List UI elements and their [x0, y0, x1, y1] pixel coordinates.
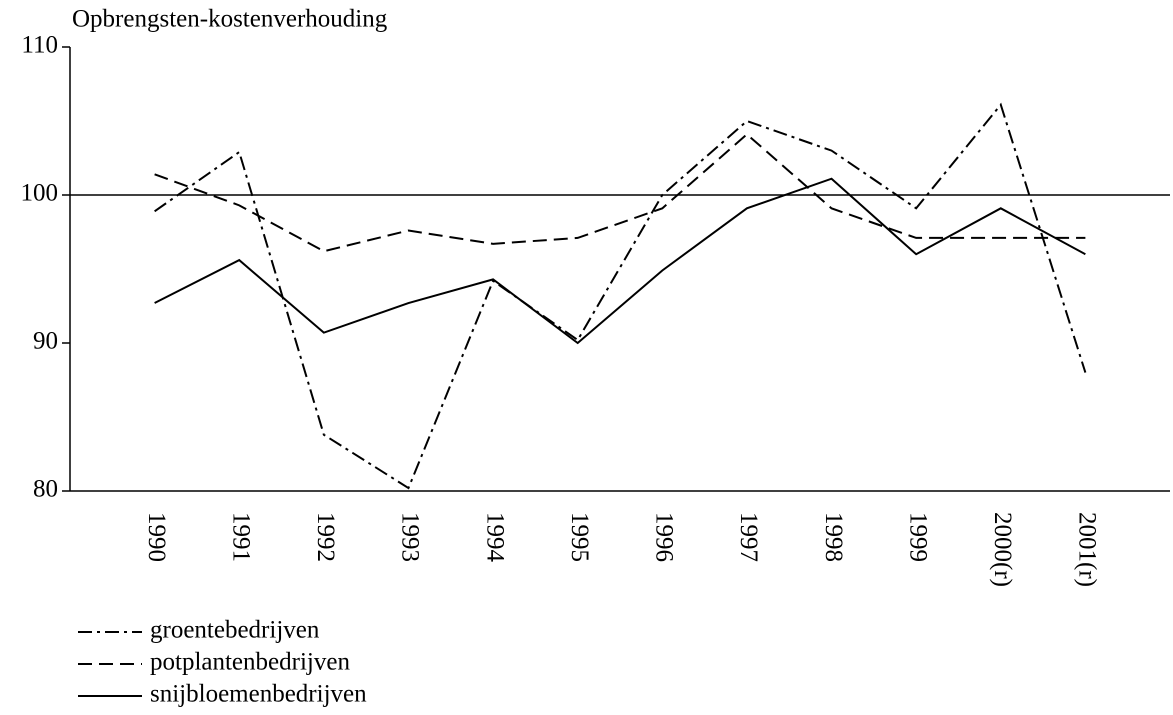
x-tick-label: 1990	[143, 512, 170, 562]
x-tick-label: 1998	[820, 512, 847, 562]
x-tick-label: 1991	[227, 512, 254, 562]
legend-label: groentebedrijven	[150, 617, 320, 644]
legend-label: potplantenbedrijven	[150, 649, 350, 676]
y-tick-label: 80	[33, 476, 58, 503]
x-tick-label: 1996	[651, 512, 678, 562]
x-tick-label: 1993	[397, 512, 424, 562]
series-line	[154, 132, 1086, 253]
x-tick-label: 2001(r)	[1074, 512, 1101, 587]
x-tick-label: 2000(r)	[989, 512, 1016, 587]
x-tick-label: 1994	[481, 512, 508, 563]
series-line	[154, 177, 1086, 345]
series-line	[154, 102, 1087, 490]
y-tick-label: 100	[21, 180, 59, 207]
y-tick-label: 90	[33, 328, 58, 355]
y-tick-label: 110	[21, 32, 58, 59]
x-tick-label: 1995	[566, 512, 593, 562]
x-tick-label: 1997	[735, 512, 762, 562]
x-tick-label: 1992	[312, 512, 339, 562]
y-axis-label: Opbrengsten-kostenverhouding	[72, 6, 388, 33]
legend-label: snijbloemenbedrijven	[150, 681, 367, 708]
x-tick-label: 1999	[904, 512, 931, 562]
